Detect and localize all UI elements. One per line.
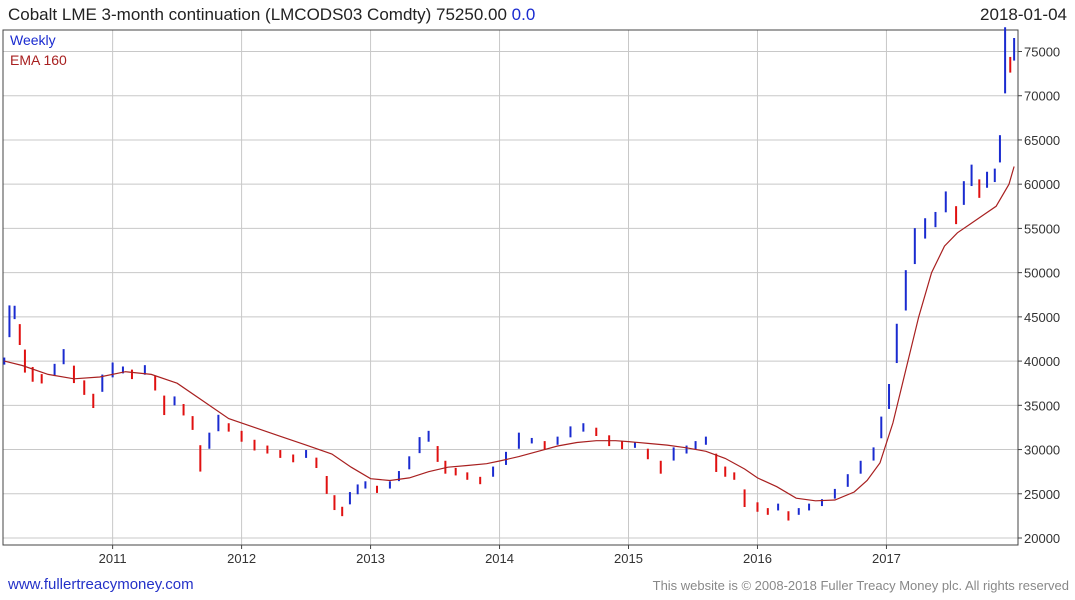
- y-tick-label: 60000: [1024, 177, 1060, 192]
- y-tick-label: 55000: [1024, 221, 1060, 236]
- grid-lines: [3, 30, 1018, 545]
- legend-ema: EMA 160: [10, 52, 67, 68]
- y-tick-label: 45000: [1024, 310, 1060, 325]
- y-tick-label: 40000: [1024, 354, 1060, 369]
- y-axis: 20000 25000 30000 35000 40000 45000 50000 55000…: [1018, 45, 1060, 546]
- chart-title: Cobalt LME 3-month continuation (LMCODS0…: [8, 5, 535, 25]
- y-tick-label: 50000: [1024, 266, 1060, 281]
- ema-160-line: [4, 166, 1015, 502]
- y-tick-label: 20000: [1024, 531, 1060, 546]
- y-tick-label: 35000: [1024, 398, 1060, 413]
- site-link[interactable]: www.fullertreacymoney.com: [8, 576, 194, 593]
- plot-frame: [2, 29, 1019, 546]
- y-tick-label: 75000: [1024, 45, 1060, 60]
- y-tick-label: 70000: [1024, 89, 1060, 104]
- title-text: Cobalt LME 3-month continuation (LMCODS0…: [8, 5, 507, 24]
- x-tick-label: 2015: [614, 551, 643, 566]
- x-tick-label: 2014: [485, 551, 514, 566]
- x-tick-label: 2011: [99, 551, 127, 566]
- weekly-candles: [3, 27, 1016, 521]
- x-axis: 2011 2012 2013 2014 2015 2016 2017: [99, 545, 901, 566]
- x-tick-label: 2016: [743, 551, 772, 566]
- y-tick-label: 65000: [1024, 133, 1060, 148]
- y-tick-label: 25000: [1024, 487, 1060, 502]
- chart-date: 2018-01-04: [980, 5, 1067, 24]
- price-change: 0.0: [511, 5, 536, 24]
- x-tick-label: 2017: [872, 551, 901, 566]
- copyright-text: This website is © 2008-2018 Fuller Treac…: [652, 578, 1069, 593]
- legend-weekly: Weekly: [10, 32, 56, 48]
- x-tick-label: 2012: [227, 551, 256, 566]
- title-bar: Cobalt LME 3-month continuation (LMCODS0…: [0, 0, 1075, 30]
- y-tick-label: 30000: [1024, 443, 1060, 458]
- x-tick-label: 2013: [356, 551, 385, 566]
